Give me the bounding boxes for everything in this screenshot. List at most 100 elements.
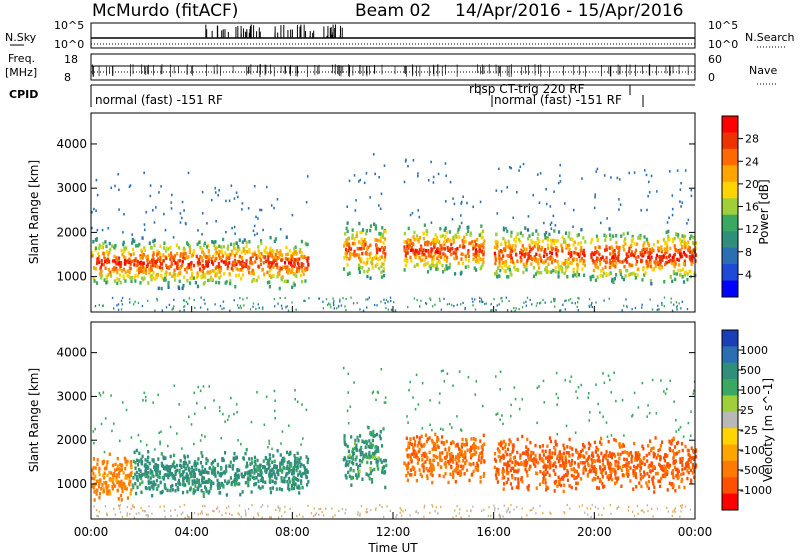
echo-cell — [530, 247, 533, 252]
echo-cell — [412, 446, 415, 450]
echo-cell — [359, 265, 362, 270]
echo-cell — [193, 412, 196, 416]
ground-scatter-cell — [281, 307, 283, 310]
echo-cell — [669, 448, 672, 453]
echo-cell — [687, 470, 690, 475]
echo-cell — [571, 447, 574, 451]
echo-cell — [607, 461, 610, 465]
echo-cell — [570, 250, 573, 255]
echo-cell — [416, 457, 419, 461]
echo-cell — [156, 272, 159, 277]
echo-cell — [153, 263, 156, 268]
echo-cell — [472, 244, 475, 248]
echo-cell — [205, 489, 208, 493]
echo-cell — [235, 273, 238, 278]
echo-cell — [260, 252, 263, 256]
echo-cell — [447, 480, 450, 485]
echo-cell — [416, 238, 419, 242]
echo-cell — [160, 185, 162, 188]
echo-cell — [239, 254, 242, 259]
echo-cell — [450, 242, 453, 247]
echo-cell — [608, 272, 611, 277]
echo-cell — [100, 262, 104, 267]
echo-cell — [182, 252, 185, 257]
echo-cell — [439, 255, 443, 259]
echo-cell — [363, 440, 366, 445]
echo-cell — [183, 267, 187, 272]
echo-cell — [110, 394, 112, 397]
echo-cell — [197, 385, 200, 389]
echo-cell — [363, 269, 366, 274]
echo-cell — [464, 239, 467, 244]
echo-cell — [563, 466, 566, 471]
echo-cell — [405, 158, 407, 162]
echo-cell — [277, 251, 280, 255]
echo-cell — [204, 254, 207, 259]
echo-cell — [557, 475, 560, 479]
echo-cell — [635, 458, 638, 462]
echo-cell — [159, 262, 162, 266]
echo-cell — [673, 465, 677, 470]
echo-cell — [426, 474, 429, 478]
echo-cell — [639, 477, 642, 481]
echo-cell — [455, 256, 458, 260]
echo-cell — [431, 480, 434, 485]
echo-cell — [449, 238, 452, 243]
echo-cell — [93, 441, 95, 445]
echo-cell — [186, 490, 189, 494]
echo-cell — [665, 241, 668, 245]
echo-cell — [247, 270, 251, 275]
echo-cell — [615, 233, 618, 238]
echo-cell — [448, 452, 451, 457]
echo-cell — [367, 473, 370, 478]
echo-cell — [279, 467, 282, 472]
echo-cell — [97, 479, 100, 483]
echo-cell — [380, 264, 383, 269]
echo-cell — [370, 260, 373, 265]
echo-cell — [207, 278, 210, 283]
echo-cell — [159, 255, 162, 260]
echo-cell — [525, 458, 528, 463]
echo-cell — [257, 468, 260, 472]
echo-cell — [671, 482, 674, 486]
echo-cell — [660, 440, 664, 444]
echo-cell — [456, 415, 458, 418]
echo-cell — [286, 279, 289, 284]
ground-scatter-cell — [626, 304, 628, 308]
echo-cell — [355, 234, 358, 239]
echo-cell — [550, 244, 553, 249]
echo-cell — [467, 229, 470, 234]
echo-cell — [346, 205, 349, 208]
echo-cell — [633, 171, 636, 174]
echo-cell — [104, 240, 107, 244]
echo-cell — [222, 458, 225, 463]
echo-cell — [656, 260, 660, 265]
echo-cell — [493, 465, 496, 470]
echo-cell — [382, 273, 386, 278]
echo-cell — [576, 267, 579, 271]
echo-cell — [503, 469, 506, 473]
beam-label: Beam 02 — [355, 1, 431, 21]
echo-cell — [292, 470, 295, 475]
echo-cell — [585, 451, 588, 455]
echo-cell — [296, 485, 299, 490]
echo-cell — [288, 487, 291, 492]
echo-cell — [300, 264, 303, 269]
echo-cell — [120, 468, 123, 472]
echo-cell — [347, 242, 350, 247]
echo-cell — [667, 254, 671, 259]
echo-cell — [300, 251, 303, 255]
echo-cell — [151, 261, 154, 265]
echo-cell — [592, 459, 595, 463]
echo-cell — [575, 274, 578, 278]
echo-cell — [186, 242, 190, 247]
echo-cell — [418, 248, 422, 252]
echo-cell — [237, 244, 240, 249]
echo-cell — [268, 474, 271, 478]
echo-cell — [456, 442, 459, 447]
echo-cell — [594, 195, 596, 199]
echo-cell — [222, 412, 224, 416]
ground-scatter-cell — [171, 308, 173, 311]
echo-cell — [596, 475, 599, 480]
echo-cell — [432, 441, 435, 446]
